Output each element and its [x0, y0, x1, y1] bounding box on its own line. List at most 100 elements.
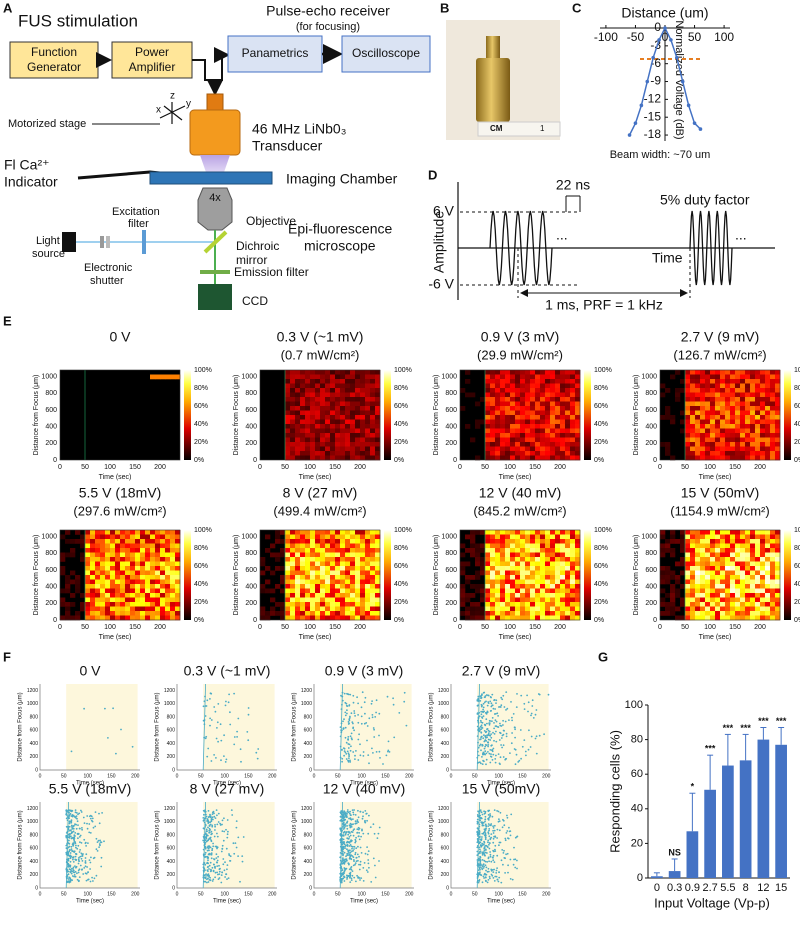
heatmap-cell — [755, 370, 761, 375]
cell-point — [78, 876, 81, 878]
cell-point — [208, 815, 211, 818]
cell-point — [346, 705, 349, 707]
y-tick-label: 200 — [245, 600, 257, 607]
heatmap-cell — [375, 615, 381, 621]
cell-point — [246, 731, 249, 733]
cell-point — [357, 828, 360, 831]
cell-point — [71, 828, 74, 830]
heatmap-cell — [750, 548, 756, 553]
x-axis-label: Time (sec) — [487, 781, 515, 787]
heatmap-cell — [715, 602, 721, 607]
cell-point — [340, 880, 343, 883]
heatmap-cell — [105, 552, 111, 558]
cell-point — [345, 855, 347, 858]
axes — [313, 684, 414, 771]
label: Indicator — [4, 174, 58, 190]
heatmap-cell — [660, 588, 666, 594]
cell-point — [481, 763, 484, 765]
cell-point — [344, 714, 347, 717]
cell-point — [346, 878, 348, 880]
x-tick-label: 50 — [281, 464, 289, 471]
heatmap-cell — [575, 388, 581, 393]
heatmap-cell — [715, 428, 721, 434]
frame — [659, 369, 781, 461]
heatmap-cell — [120, 566, 126, 571]
heatmap-cell — [375, 428, 381, 434]
heatmap-cell — [685, 410, 691, 416]
cell-point — [78, 856, 80, 859]
heatmap-cell — [370, 611, 376, 616]
cell-point — [491, 874, 494, 877]
x-tick-label: 100 — [83, 891, 92, 897]
heatmap-cell — [745, 597, 751, 603]
heatmap-cell — [745, 392, 751, 398]
heatmap-cell — [715, 615, 721, 621]
heatmap-cell — [515, 570, 521, 576]
cell-point — [491, 744, 493, 747]
heatmap-cell — [775, 534, 781, 540]
cell-point — [347, 759, 350, 762]
heatmap-cell — [80, 534, 86, 540]
cell-point — [219, 822, 222, 825]
cell-point — [488, 843, 490, 846]
heatmap-cell — [305, 570, 311, 576]
cell-point — [217, 878, 220, 880]
heatmap-cell — [360, 557, 366, 562]
heatmap-cell — [560, 433, 566, 438]
cell-point — [490, 756, 493, 758]
cell-point — [499, 756, 502, 759]
heatmap-cell — [740, 406, 746, 411]
cell-point — [485, 718, 488, 721]
heatmap-cell — [300, 455, 306, 461]
heatmap-cell — [715, 575, 721, 580]
heatmap-cell — [500, 543, 506, 549]
heatmap-cell — [555, 383, 561, 389]
heatmap-cell — [285, 597, 291, 603]
axis-label: Time — [652, 250, 683, 266]
heatmap-cell — [515, 433, 521, 438]
heatmap-cell — [775, 419, 781, 425]
heatmap-cell — [350, 588, 356, 594]
heatmap-cell — [555, 419, 561, 425]
heatmap-cell — [360, 437, 366, 443]
heatmap-cell — [510, 415, 516, 420]
heatmap-cell — [340, 424, 346, 429]
heatmap-cell — [140, 593, 146, 598]
heatmap-cell — [550, 392, 556, 398]
cell-point — [479, 719, 482, 722]
cell-point — [341, 757, 344, 760]
heatmap-cell — [165, 611, 171, 616]
heatmap-cell — [495, 543, 501, 549]
cell-point — [213, 858, 215, 860]
heatmap-cell — [755, 455, 761, 461]
heatmap-cell — [110, 548, 116, 553]
cell-point — [349, 832, 351, 834]
x-tick-label: 50 — [681, 624, 689, 631]
heatmap-cell — [315, 588, 321, 594]
heatmap-cell — [565, 433, 571, 438]
cell-point — [373, 728, 375, 731]
cell-point — [367, 862, 370, 865]
cell-point — [240, 760, 242, 763]
cell-point — [487, 817, 490, 819]
heatmap-cell — [300, 370, 306, 375]
heatmap-cell — [125, 566, 131, 571]
heatmap-cell — [300, 415, 306, 420]
cell-point — [480, 696, 483, 699]
heatmap-cell — [175, 534, 181, 540]
heatmap-cell — [685, 383, 691, 389]
cell-point — [352, 727, 354, 730]
heatmap-cell — [100, 615, 106, 621]
heatmap-cell — [355, 419, 361, 425]
heatmap-cell — [570, 575, 576, 580]
heatmap-cell — [695, 446, 701, 452]
cell-point — [493, 880, 496, 882]
heatmap-cell — [700, 534, 706, 540]
heatmap-cell — [565, 566, 571, 571]
cell-point — [357, 702, 359, 705]
cell-point — [483, 730, 486, 732]
heatmap-cell — [300, 579, 306, 585]
heatmap-cell — [720, 570, 726, 576]
heatmap-cell — [690, 410, 696, 416]
x-tick-label: 100 — [504, 624, 516, 631]
